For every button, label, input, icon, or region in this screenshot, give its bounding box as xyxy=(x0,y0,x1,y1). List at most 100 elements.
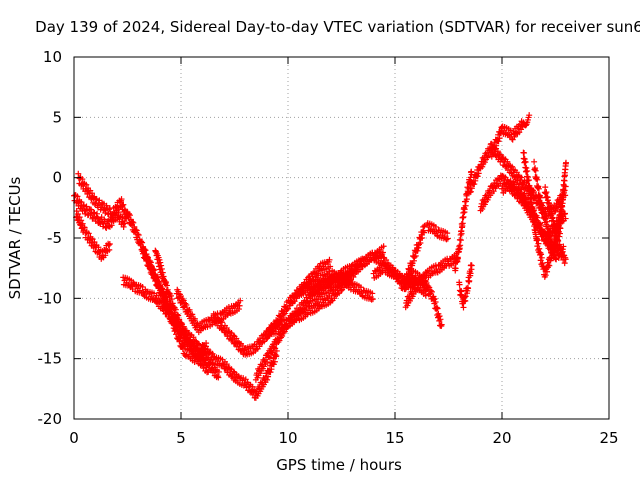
data-point xyxy=(428,288,435,295)
data-point xyxy=(553,233,560,240)
data-point xyxy=(379,249,386,256)
data-point xyxy=(163,282,170,289)
data-point xyxy=(513,169,520,176)
data-point xyxy=(551,248,558,255)
data-point xyxy=(239,342,246,349)
data-point xyxy=(249,383,256,390)
data-point xyxy=(421,229,428,236)
series-track-10 xyxy=(199,342,280,401)
data-point xyxy=(178,320,185,327)
data-point xyxy=(524,168,531,175)
data-point xyxy=(546,200,553,207)
data-point xyxy=(557,225,564,232)
data-point xyxy=(556,241,563,248)
data-point xyxy=(220,362,227,369)
data-point xyxy=(240,375,247,382)
data-point xyxy=(534,176,541,183)
data-point xyxy=(272,345,279,352)
data-point xyxy=(158,262,165,269)
data-point xyxy=(266,354,273,361)
data-point xyxy=(195,340,202,347)
series-track-18 xyxy=(402,222,428,287)
data-point xyxy=(528,199,535,206)
data-point xyxy=(504,158,511,165)
data-point xyxy=(495,138,502,145)
data-point xyxy=(408,265,415,272)
data-point xyxy=(357,284,364,291)
data-point xyxy=(432,299,439,306)
data-point xyxy=(273,322,280,329)
data-point xyxy=(204,323,211,330)
data-point xyxy=(230,368,237,375)
data-point xyxy=(235,306,242,313)
data-point xyxy=(454,254,461,261)
data-point xyxy=(444,235,451,242)
data-point xyxy=(88,206,95,213)
chart-title: Day 139 of 2024, Sidereal Day-to-day VTE… xyxy=(35,18,640,36)
data-point xyxy=(264,376,271,383)
data-point xyxy=(551,221,558,228)
data-point xyxy=(268,348,275,355)
data-point xyxy=(280,329,287,336)
x-axis-label: GPS time / hours xyxy=(276,456,402,474)
data-point xyxy=(125,210,132,217)
data-point xyxy=(539,204,546,211)
data-point xyxy=(180,341,187,348)
data-point xyxy=(532,167,539,174)
data-point xyxy=(431,295,438,302)
data-point xyxy=(79,176,86,183)
data-point xyxy=(74,193,81,200)
data-point xyxy=(204,362,211,369)
data-point xyxy=(419,234,426,241)
data-point xyxy=(75,211,82,218)
data-point xyxy=(189,311,196,318)
data-point xyxy=(438,321,445,328)
data-point xyxy=(155,295,162,302)
x-tick-label: 25 xyxy=(599,429,618,447)
data-point xyxy=(383,257,390,264)
data-point xyxy=(291,298,298,305)
data-point xyxy=(219,319,226,326)
data-point xyxy=(534,237,541,244)
data-point xyxy=(427,287,434,294)
data-point xyxy=(511,133,518,140)
data-point xyxy=(144,255,151,262)
data-point xyxy=(140,291,147,298)
data-point xyxy=(81,224,88,231)
data-point xyxy=(276,337,283,344)
data-point xyxy=(215,368,222,375)
data-point xyxy=(199,356,206,363)
data-point xyxy=(183,301,190,308)
data-point xyxy=(271,344,278,351)
data-point xyxy=(93,196,100,203)
data-point xyxy=(132,226,139,233)
data-point xyxy=(518,186,525,193)
data-point xyxy=(479,163,486,170)
data-point xyxy=(542,184,549,191)
data-point xyxy=(463,196,470,203)
data-point xyxy=(422,292,429,299)
y-axis-ticks: -20 -15 -10 -5 0 5 10 xyxy=(38,48,609,428)
data-point xyxy=(467,270,474,277)
data-point xyxy=(102,209,109,216)
data-point xyxy=(162,294,169,301)
data-point xyxy=(403,278,410,285)
data-point xyxy=(82,210,89,217)
y-tick-label: -5 xyxy=(47,229,62,247)
data-point xyxy=(468,262,475,269)
data-point xyxy=(174,328,181,335)
data-point xyxy=(94,214,101,221)
data-point xyxy=(283,320,290,327)
data-point xyxy=(327,281,334,288)
data-point xyxy=(76,214,83,221)
data-point xyxy=(83,203,90,210)
data-point xyxy=(83,181,90,188)
data-point xyxy=(157,259,164,266)
data-point xyxy=(434,305,441,312)
data-point xyxy=(203,321,210,328)
data-point xyxy=(168,296,175,303)
data-point xyxy=(484,154,491,161)
data-point xyxy=(267,369,274,376)
